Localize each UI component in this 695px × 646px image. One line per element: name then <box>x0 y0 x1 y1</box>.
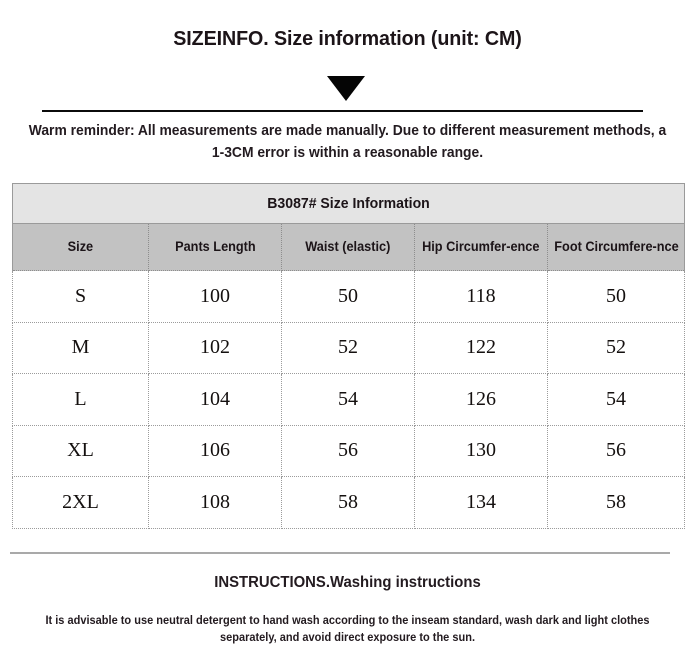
table-row: M 102 52 122 52 <box>12 321 686 374</box>
cell-foot: 54 <box>546 373 686 426</box>
cell-waist: 54 <box>281 373 415 426</box>
table-caption-cell: B3087# Size Information <box>11 183 686 224</box>
cell-foot: 56 <box>546 424 686 477</box>
table-row: XL 106 56 130 56 <box>12 424 686 477</box>
cell-pants-length: 108 <box>148 476 282 529</box>
table-caption-text: B3087# Size Information <box>267 195 430 212</box>
column-header-hip-circumference: Hip Circumfer-ence <box>414 223 548 271</box>
divider-top <box>42 110 643 112</box>
table-row: L 104 54 126 54 <box>12 373 686 426</box>
column-header-pants-length: Pants Length <box>148 223 282 271</box>
cell-pants-length: 100 <box>148 270 282 323</box>
size-information-table: B3087# Size Information Size Pants Lengt… <box>11 183 686 529</box>
cell-waist: 52 <box>281 321 415 374</box>
washing-instructions-title-text: INSTRUCTIONS.Washing instructions <box>214 574 481 591</box>
table-header-row: Size Pants Length Waist (elastic) Hip Ci… <box>12 223 686 271</box>
cell-foot: 52 <box>546 321 686 374</box>
column-header-pants-length-label: Pants Length <box>174 239 256 254</box>
cell-foot: 50 <box>546 270 686 323</box>
column-header-size-label: Size <box>67 239 94 254</box>
cell-size: L <box>12 373 149 426</box>
washing-instructions-title: INSTRUCTIONS.Washing instructions <box>14 574 681 592</box>
washing-instructions-body: It is advisable to use neutral detergent… <box>45 614 650 644</box>
column-header-waist: Waist (elastic) <box>281 223 415 271</box>
cell-size: S <box>12 270 149 323</box>
column-header-hip-circumference-label: Hip Circumfer-ence <box>422 239 540 254</box>
triangle-down-icon <box>327 76 365 101</box>
cell-hip: 134 <box>414 476 548 529</box>
cell-pants-length: 102 <box>148 321 282 374</box>
column-header-foot-circumference: Foot Circumfere-nce <box>546 223 686 271</box>
cell-size: XL <box>12 424 149 477</box>
cell-pants-length: 106 <box>148 424 282 477</box>
page-title-text: SIZEINFO. Size information (unit: CM) <box>173 27 522 50</box>
column-header-waist-label: Waist (elastic) <box>305 239 391 254</box>
table-caption-row: B3087# Size Information <box>11 183 686 224</box>
cell-foot: 58 <box>546 476 686 529</box>
column-header-foot-circumference-label: Foot Circumfere-nce <box>553 239 679 254</box>
cell-hip: 126 <box>414 373 548 426</box>
warm-reminder-text: Warm reminder: All measurements are made… <box>28 123 667 161</box>
cell-pants-length: 104 <box>148 373 282 426</box>
column-header-size: Size <box>12 223 149 271</box>
size-table-container: B3087# Size Information Size Pants Lengt… <box>11 183 686 529</box>
table-row: S 100 50 118 50 <box>12 270 686 323</box>
cell-size: M <box>12 321 149 374</box>
page-title: SIZEINFO. Size information (unit: CM) <box>14 27 681 51</box>
cell-waist: 50 <box>281 270 415 323</box>
cell-hip: 118 <box>414 270 548 323</box>
table-row: 2XL 108 58 134 58 <box>12 476 686 529</box>
cell-size: 2XL <box>12 476 149 529</box>
cell-hip: 122 <box>414 321 548 374</box>
divider-bottom <box>10 552 670 554</box>
cell-waist: 58 <box>281 476 415 529</box>
cell-waist: 56 <box>281 424 415 477</box>
cell-hip: 130 <box>414 424 548 477</box>
